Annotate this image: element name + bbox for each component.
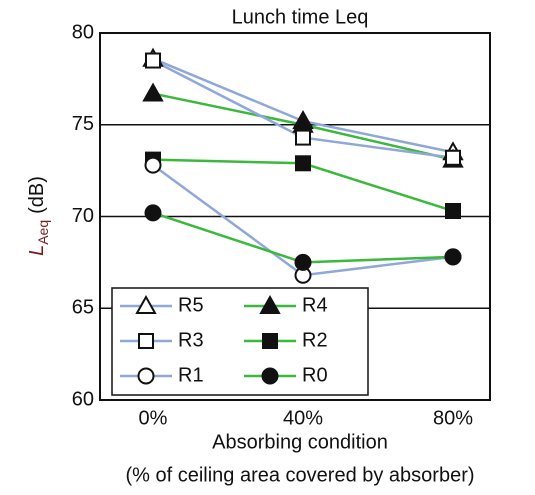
legend-marker xyxy=(138,333,154,349)
y-label-unit: (dB) xyxy=(26,176,48,214)
x-tick-label: 0% xyxy=(139,407,168,429)
legend-label: R5 xyxy=(178,294,204,316)
legend-marker xyxy=(259,294,281,314)
y-tick-label: 60 xyxy=(72,388,94,410)
x-axis-label: Absorbing condition xyxy=(212,431,388,453)
y-tick-label: 80 xyxy=(72,21,94,43)
legend-label: R0 xyxy=(302,364,328,386)
x-tick-label: 80% xyxy=(433,407,473,429)
x-axis-note: (% of ceiling area covered by absorber) xyxy=(125,464,474,486)
y-tick-label: 70 xyxy=(72,205,94,227)
y-label-main: L xyxy=(26,245,48,256)
legend-label: R3 xyxy=(178,329,204,351)
legend-label: R2 xyxy=(302,329,328,351)
y-label-sub: Aeq xyxy=(35,220,51,245)
legend-marker xyxy=(137,367,155,385)
y-tick-label: 75 xyxy=(72,113,94,135)
data-marker xyxy=(444,248,462,266)
plot-frame xyxy=(99,32,491,401)
y-axis-label: LAeq (dB) xyxy=(26,176,50,256)
data-marker xyxy=(144,156,162,174)
data-marker xyxy=(294,253,312,271)
data-marker xyxy=(445,202,461,219)
data-marker xyxy=(145,52,161,69)
legend-label: R1 xyxy=(178,364,204,386)
data-marker xyxy=(142,82,164,102)
chart-title: Lunch time Leq xyxy=(232,6,369,28)
y-tick-label: 65 xyxy=(72,297,94,319)
legend-marker xyxy=(262,333,278,349)
data-marker xyxy=(295,155,311,172)
legend-label: R4 xyxy=(302,294,328,316)
legend-marker xyxy=(135,294,157,314)
data-marker xyxy=(445,149,461,166)
x-tick-label: 40% xyxy=(283,407,323,429)
data-marker xyxy=(144,204,162,222)
legend-marker xyxy=(261,367,279,385)
data-marker xyxy=(295,129,311,146)
